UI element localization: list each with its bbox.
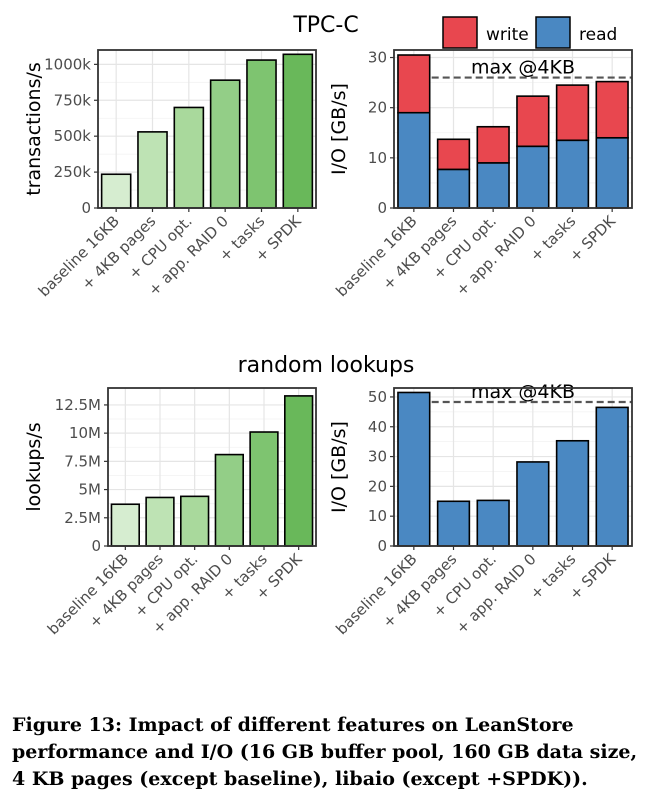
bar-read	[436, 168, 471, 209]
y-tick-label: 40	[368, 418, 387, 436]
plot-background	[98, 50, 316, 208]
legend-label-read: read	[579, 25, 617, 45]
bar-write	[476, 125, 510, 164]
y-axis-label: I/O [GB/s]	[328, 421, 350, 513]
y-tick-label: 250k	[54, 163, 92, 181]
bar-write	[436, 138, 471, 171]
y-tick-label: 10	[368, 149, 387, 167]
bar-read	[555, 139, 590, 209]
y-tick-label: 1000k	[44, 55, 91, 73]
bar	[283, 395, 314, 547]
reference-line-label: max @4KB	[471, 57, 575, 79]
y-tick-label: 7.5M	[64, 452, 101, 470]
y-tick-label: 0	[91, 537, 101, 555]
bar-read	[516, 461, 550, 547]
y-tick-label: 0	[377, 199, 387, 217]
section-title-tpcc: TPC-C	[292, 13, 358, 38]
legend-swatch-write	[442, 16, 478, 49]
legend-label-write: write	[486, 25, 529, 45]
bar-read	[397, 111, 431, 209]
reference-line-label: max @4KB	[471, 381, 575, 403]
y-tick-label: 12.5M	[55, 396, 101, 414]
bar-read	[595, 136, 629, 209]
legend: write read	[442, 16, 617, 49]
y-tick-label: 5M	[79, 481, 102, 499]
bar-read	[397, 391, 431, 547]
bar	[246, 59, 277, 209]
bar	[209, 79, 241, 209]
bar-write	[516, 95, 550, 148]
bar	[100, 173, 132, 209]
bar-write	[555, 84, 590, 142]
bar	[282, 53, 314, 209]
section-title-random-lookups: random lookups	[238, 353, 415, 378]
panel-frame	[97, 49, 317, 209]
y-axis-label: transactions/s	[23, 62, 45, 196]
y-tick-label: 50	[368, 388, 387, 406]
bar-write	[397, 54, 431, 114]
bar-write	[595, 80, 629, 139]
y-tick-label: 20	[368, 99, 387, 117]
y-tick-label: 30	[368, 448, 387, 466]
bar-read	[595, 406, 629, 547]
bar-read	[476, 499, 510, 547]
y-axis-label: lookups/s	[23, 422, 45, 511]
y-tick-label: 10M	[69, 424, 101, 442]
y-tick-label: 2.5M	[64, 509, 101, 527]
y-tick-label: 20	[368, 477, 387, 495]
panel-frame	[107, 387, 317, 547]
bar-read	[516, 145, 550, 209]
y-tick-label: 500k	[54, 127, 92, 145]
y-axis-label: I/O [GB/s]	[328, 83, 350, 175]
bar	[214, 453, 244, 547]
bar-read	[436, 500, 471, 547]
bar	[137, 131, 168, 209]
y-tick-label: 30	[368, 49, 387, 67]
panel-frame	[393, 49, 633, 209]
bar	[180, 495, 210, 547]
y-tick-label: 10	[368, 507, 387, 525]
bar	[173, 106, 205, 209]
bar-read	[555, 439, 590, 547]
figure-caption: Figure 13: Impact of different features …	[12, 714, 638, 790]
bar	[145, 496, 175, 547]
bar	[110, 503, 141, 547]
y-tick-label: 0	[81, 199, 91, 217]
y-tick-label: 0	[377, 537, 387, 555]
bar	[249, 431, 279, 547]
panel-frame	[393, 387, 633, 547]
legend-swatch-read	[535, 16, 571, 49]
plot-background	[108, 388, 316, 546]
bar-read	[476, 162, 510, 209]
plot-background	[394, 50, 632, 208]
y-tick-label: 750k	[54, 91, 92, 109]
plot-background	[394, 388, 632, 546]
